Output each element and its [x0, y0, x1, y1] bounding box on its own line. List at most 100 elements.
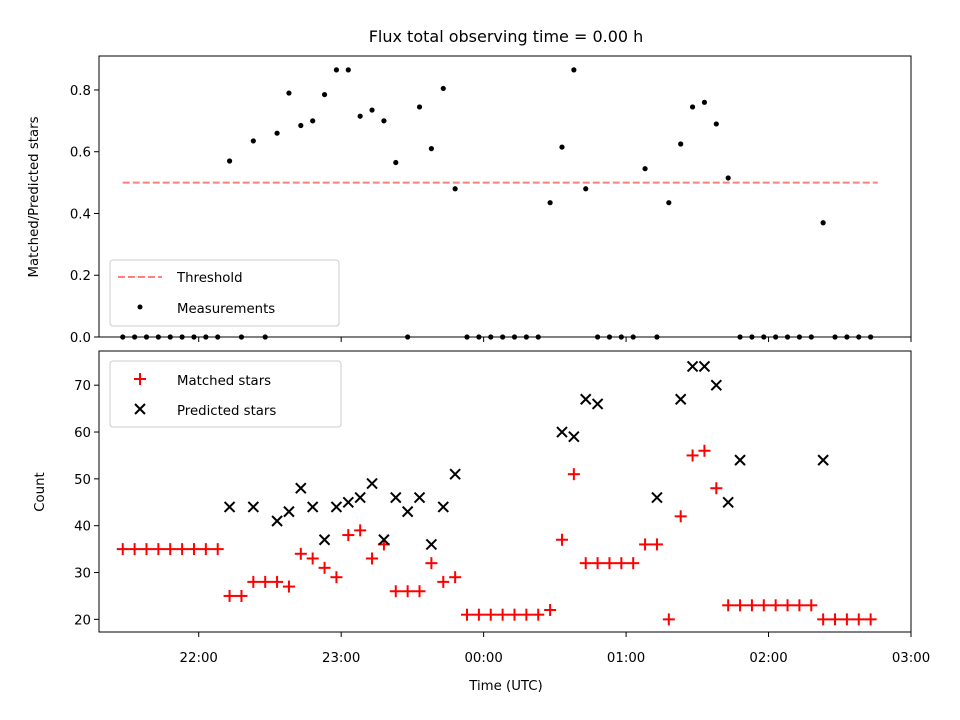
top-chart-title: Flux total observing time = 0.00 h [369, 27, 644, 46]
predicted-star-point [568, 430, 580, 443]
predicted-star-point [734, 454, 746, 466]
matched-star-point [852, 613, 865, 626]
matched-star-point [710, 482, 723, 495]
predicted-star-point [425, 538, 438, 551]
predicted-star-point [556, 426, 568, 438]
matched-star-point [508, 608, 521, 621]
matched-star-point [425, 557, 438, 570]
matched-star-point [342, 529, 355, 542]
measurement-point [321, 91, 328, 98]
measurement-point [416, 104, 423, 110]
predicted-star-point [390, 491, 402, 504]
measurement-point [357, 113, 363, 119]
matched-star-point [496, 608, 509, 621]
measurement-point [713, 121, 719, 127]
measurement-point [559, 144, 565, 150]
matched-star-point [781, 599, 794, 612]
measurement-point [820, 220, 826, 226]
predicted-legend-marker [134, 403, 146, 415]
matched-star-point [401, 585, 414, 598]
matched-star-point [330, 571, 343, 584]
matched-star-point [271, 575, 284, 588]
predicted-star-point [247, 501, 260, 513]
matched-star-point [805, 599, 818, 612]
measurement-point [642, 166, 648, 172]
matched-star-point [840, 613, 853, 626]
matched-star-point [235, 589, 248, 602]
measurement-point [345, 67, 351, 73]
predicted-star-point [271, 515, 283, 527]
predicted-star-point [817, 454, 829, 466]
matched-star-point [164, 543, 177, 556]
bottom-y-tick-label: 50 [74, 473, 91, 488]
matched-star-point [366, 552, 379, 565]
predicted-star-point [686, 360, 699, 373]
matched-star-point [722, 599, 735, 612]
matched-star-point [686, 449, 699, 462]
predicted-star-point [330, 501, 343, 513]
bottom-plot-area [116, 360, 877, 626]
measurement-point [678, 141, 684, 147]
measurement-point [583, 186, 589, 192]
measurement-point [725, 175, 731, 181]
bottom-y-tick-label: 30 [74, 567, 91, 582]
legend-predicted-label: Predicted stars [177, 404, 276, 419]
measurement-point [547, 200, 553, 206]
measurement-point [286, 90, 292, 96]
matched-star-point [259, 575, 272, 588]
matched-star-point [745, 599, 758, 612]
predicted-star-point [318, 534, 331, 546]
bottom-y-tick-label: 70 [74, 379, 91, 394]
predicted-star-point [354, 491, 366, 504]
measurement-point [452, 186, 458, 192]
matched-star-point [662, 613, 675, 626]
matched-star-point [152, 543, 165, 556]
predicted-star-point [674, 393, 687, 405]
measurement-point [689, 104, 696, 110]
matched-star-point [247, 575, 260, 588]
measurement-point [369, 107, 375, 113]
measurement-point [333, 67, 340, 73]
matched-star-point [544, 603, 557, 616]
bottom-y-axis-label: Count [33, 472, 48, 512]
top-y-tick-label: 0.8 [70, 84, 91, 99]
matched-star-point [484, 608, 497, 621]
matched-star-point [116, 543, 129, 556]
measurement-point [274, 130, 280, 136]
predicted-star-point [223, 501, 236, 513]
matched-star-point [187, 543, 200, 556]
matched-star-point [140, 543, 153, 556]
top-y-tick-label: 0.4 [70, 207, 91, 222]
x-axis-label: Time (UTC) [468, 679, 543, 694]
matched-star-point [437, 575, 450, 588]
predicted-star-point [580, 393, 592, 405]
top-y-tick-label: 0.6 [70, 146, 91, 161]
measurement-point [226, 158, 233, 164]
matched-star-point [793, 599, 806, 612]
matched-star-point [734, 599, 747, 612]
matched-star-point [461, 608, 474, 621]
matched-star-point [769, 599, 782, 612]
predicted-star-point [295, 482, 307, 494]
matched-star-point [829, 613, 842, 626]
x-tick-label: 02:00 [749, 651, 787, 666]
top-y-axis-label: Matched/Predicted stars [27, 116, 42, 277]
matched-star-point [603, 557, 616, 570]
predicted-star-point [722, 496, 734, 508]
predicted-star-point [283, 505, 295, 518]
predicted-star-point [306, 501, 319, 513]
bottom-y-tick-label: 20 [74, 613, 91, 628]
matched-star-point [615, 557, 628, 570]
matched-star-point [579, 557, 592, 570]
top-y-tick-label: 0.2 [70, 269, 91, 284]
predicted-star-point [591, 398, 604, 410]
matched-star-point [520, 608, 533, 621]
matched-star-point [128, 543, 141, 556]
top-plot-frame [98, 55, 912, 338]
matched-star-point [757, 599, 770, 612]
measurement-point [381, 118, 387, 124]
legend-matched-label: Matched stars [177, 374, 271, 389]
matched-star-point [389, 585, 402, 598]
legend-measurements-label: Measurements [177, 302, 275, 317]
